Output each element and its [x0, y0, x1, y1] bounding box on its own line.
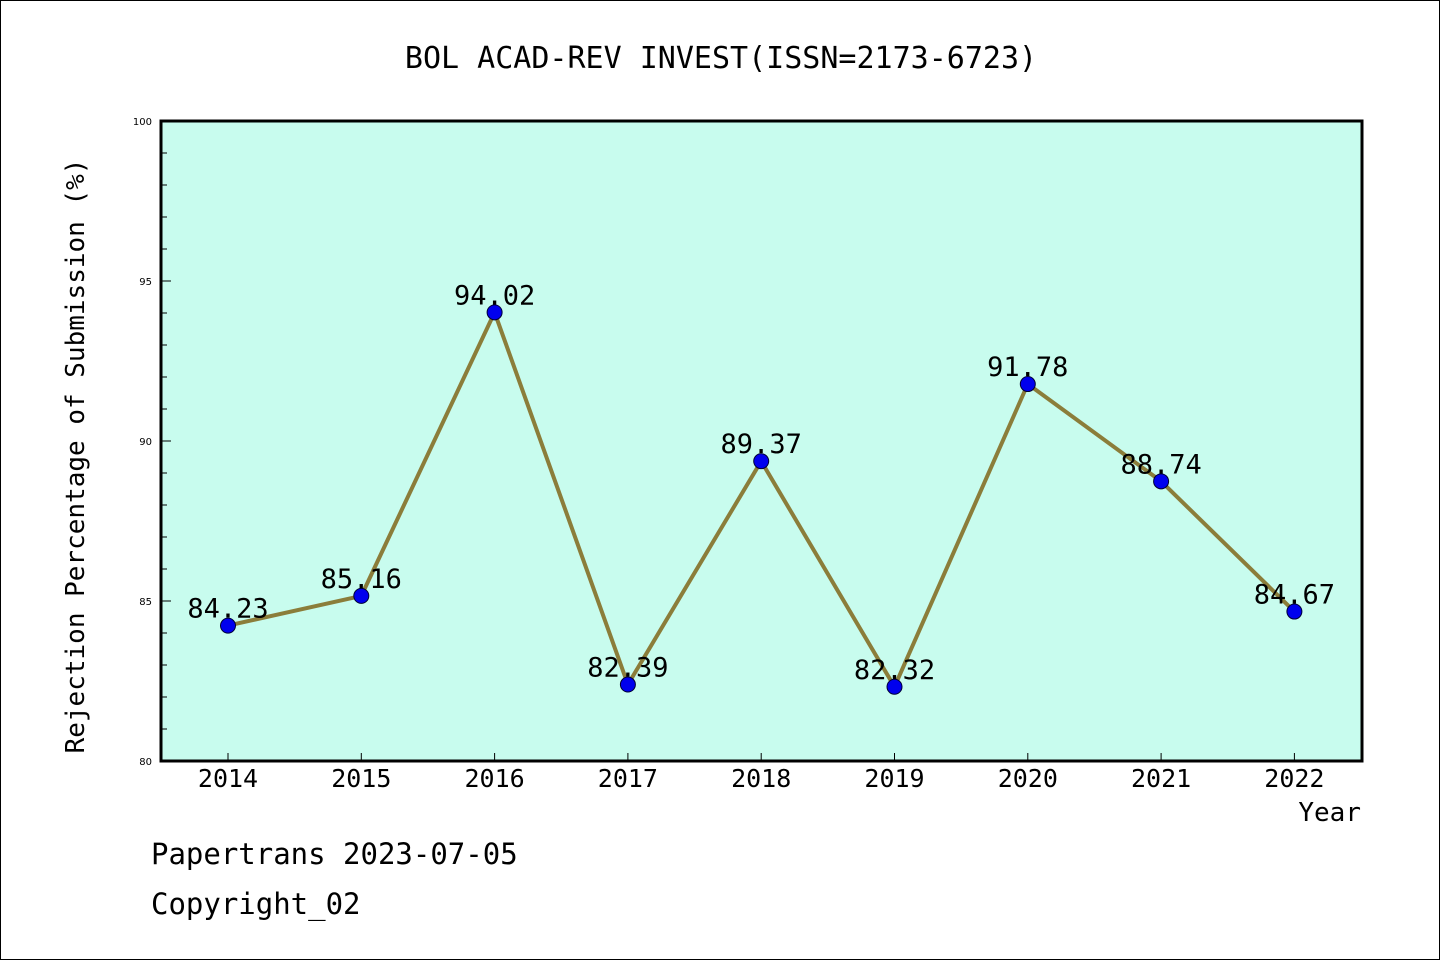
footer-date-text: Papertrans 2023-07-05	[151, 837, 518, 871]
plot-area	[159, 119, 1364, 763]
data-point	[753, 453, 770, 470]
y-axis: 80 85 90 95 100	[133, 117, 171, 768]
footer-copyright-text: Copyright_02	[151, 887, 361, 921]
y-tick-label: 90	[139, 437, 152, 448]
data-label: 88.74	[1120, 449, 1201, 480]
data-label: 91.78	[987, 352, 1068, 383]
x-tick-label: 2016	[464, 764, 524, 793]
x-tick-label: 2014	[198, 764, 258, 793]
data-label: 89.37	[721, 429, 802, 460]
data-point	[1153, 473, 1170, 490]
data-point	[220, 617, 236, 634]
x-tick-label: 2020	[998, 764, 1058, 793]
data-point	[886, 678, 903, 695]
data-label: 84.23	[187, 594, 268, 625]
data-point	[486, 304, 503, 321]
y-axis-label: Rejection Percentage of Submission (%)	[61, 159, 91, 754]
data-point	[1286, 603, 1303, 620]
x-tick-label: 2022	[1264, 764, 1324, 793]
data-label: 82.32	[854, 655, 935, 686]
y-tick-label: 80	[139, 757, 152, 768]
y-tick-label: 95	[139, 277, 152, 288]
y-tick-label: 85	[139, 597, 152, 608]
data-point	[1019, 376, 1036, 393]
x-axis-label: Year	[1298, 798, 1361, 828]
data-label: 84.67	[1254, 580, 1335, 611]
x-tick-label: 2017	[598, 764, 658, 793]
data-markers	[220, 304, 1303, 695]
x-tick-label: 2018	[731, 764, 791, 793]
data-point	[353, 587, 370, 604]
x-tick-label: 2015	[331, 764, 391, 793]
y-tick-label: 100	[133, 117, 152, 128]
data-labels: 84.23 85.16 94.02 82.39 89.37 82.32 91.78 88.74…	[187, 280, 1335, 685]
x-axis: 2014 2015 2016 2017 2018 2019 2020 2021 2022	[198, 753, 1325, 793]
data-label: 94.02	[454, 280, 535, 311]
x-tick-label: 2021	[1131, 764, 1191, 793]
chart-title: BOL ACAD-REV INVEST(ISSN=2173-6723)	[405, 41, 1037, 76]
data-point	[619, 676, 636, 693]
data-label: 85.16	[321, 564, 402, 595]
data-label: 82.39	[587, 653, 668, 684]
x-tick-label: 2019	[864, 764, 924, 793]
